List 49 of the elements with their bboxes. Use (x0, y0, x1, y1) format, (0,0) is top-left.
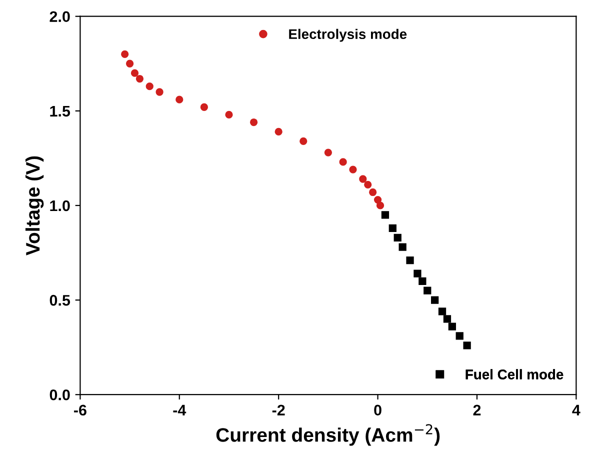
point (388, 224, 396, 232)
point (176, 96, 184, 104)
x-axis-title: Current density (Acm$^{−2}$) (216, 424, 440, 446)
x-tick-label: 2 (473, 404, 481, 416)
point (359, 175, 367, 183)
point (156, 88, 164, 96)
point (431, 296, 439, 304)
point (121, 50, 129, 58)
point (394, 234, 402, 242)
point (136, 74, 144, 83)
y-tick-label: 1.5 (50, 106, 70, 117)
point (418, 277, 426, 285)
point (374, 196, 382, 204)
point (463, 342, 471, 350)
y-axis-title: Voltage (V) (25, 156, 44, 256)
x-tick-label: -2 (272, 404, 285, 416)
point (456, 332, 464, 340)
x-tick-label: -6 (74, 404, 86, 416)
point (438, 308, 446, 316)
point (126, 60, 134, 68)
point (364, 180, 372, 188)
y-tick-label: 0.0 (50, 389, 70, 400)
y-tick-label: 1.0 (50, 200, 70, 212)
point (250, 118, 258, 126)
point (406, 256, 414, 264)
point (130, 69, 139, 77)
point (398, 243, 406, 251)
point (424, 286, 432, 294)
point (349, 166, 357, 174)
x-tick-label: -4 (173, 404, 186, 416)
point (443, 315, 452, 323)
x-tick-label: 4 (572, 404, 580, 416)
y-tick-label: 2.0 (50, 11, 70, 22)
legend-label: Fuel Cell mode (466, 369, 564, 380)
point (448, 322, 456, 330)
point (381, 211, 390, 219)
point (376, 202, 384, 210)
point (274, 128, 282, 136)
point (200, 103, 208, 111)
x-tick-label: 0 (374, 404, 382, 416)
point (324, 148, 332, 156)
point (225, 110, 233, 119)
point (146, 82, 154, 90)
point (414, 270, 422, 278)
point (369, 188, 377, 196)
legend-label: Electrolysis mode (289, 28, 407, 42)
point (300, 137, 308, 145)
y-tick-label: 0.5 (50, 294, 70, 306)
point (339, 158, 347, 166)
